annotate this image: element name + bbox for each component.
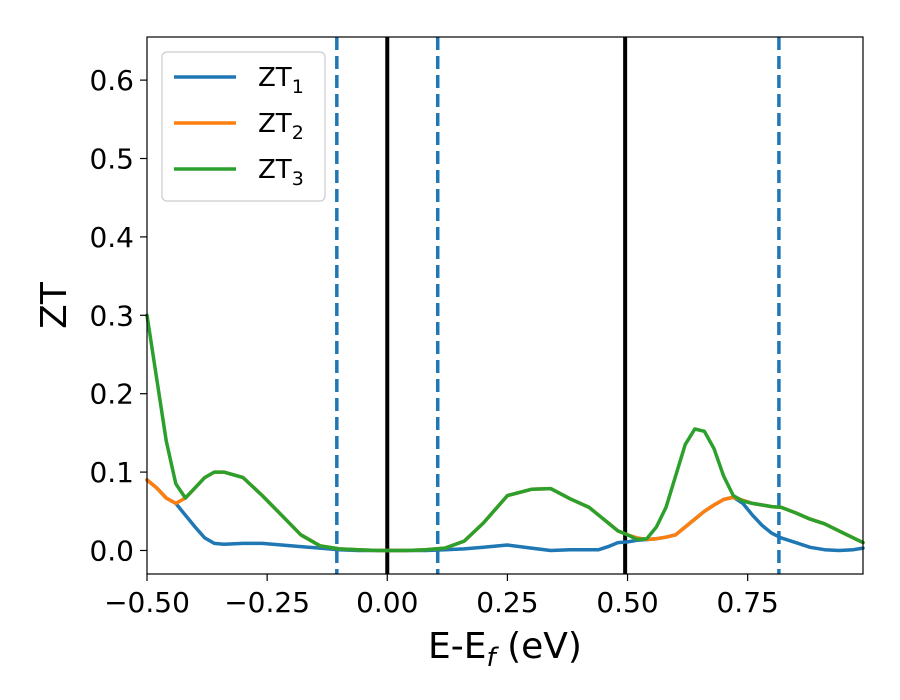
series-line-zt1 [145,478,865,553]
y-tick-label: 0.5 [89,143,134,176]
legend-label-text: ZT [258,109,292,139]
x-tick-label: −0.50 [104,586,190,619]
y-axis-label: ZT [34,281,75,329]
x-tick-label: 0.75 [716,586,778,619]
x-tick-label: −0.25 [224,586,310,619]
legend-label-subscript: 1 [292,76,304,98]
y-tick-label: 0.2 [89,378,134,411]
x-tick-label: 0.00 [356,586,418,619]
legend-label-subscript: 3 [292,168,304,190]
series-layer [145,313,865,553]
x-tick-label: 0.25 [476,586,538,619]
vertical-reference-lines [335,37,781,574]
y-axis-ticks: 0.0 0.1 0.2 0.3 0.4 0.5 0.6 [89,64,147,567]
legend-label-zt3: ZT3 [258,155,304,190]
y-tick-label: 0.6 [89,64,134,97]
plot-frame [146,36,864,575]
x-axis-label-main: E-E [428,626,486,667]
y-tick-label: 0.3 [89,299,134,332]
x-axis-label: E-Ef (eV) [428,626,582,673]
y-tick-label: 0.1 [89,456,134,489]
x-tick-label: 0.50 [596,586,658,619]
legend-label-zt2: ZT2 [258,109,304,144]
legend-box [161,51,326,202]
y-tick-label: 0.0 [89,534,134,567]
legend-label-subscript: 2 [292,122,304,144]
legend-label-text: ZT [258,155,292,185]
legend-label-text: ZT [258,63,292,93]
series-line-zt3 [145,313,865,553]
x-axis-label-unit: (eV) [496,626,582,667]
x-axis-ticks: −0.50 −0.25 0.00 0.25 0.50 0.75 [104,574,779,619]
legend-label-zt1: ZT1 [258,63,304,98]
y-tick-label: 0.4 [89,221,134,254]
